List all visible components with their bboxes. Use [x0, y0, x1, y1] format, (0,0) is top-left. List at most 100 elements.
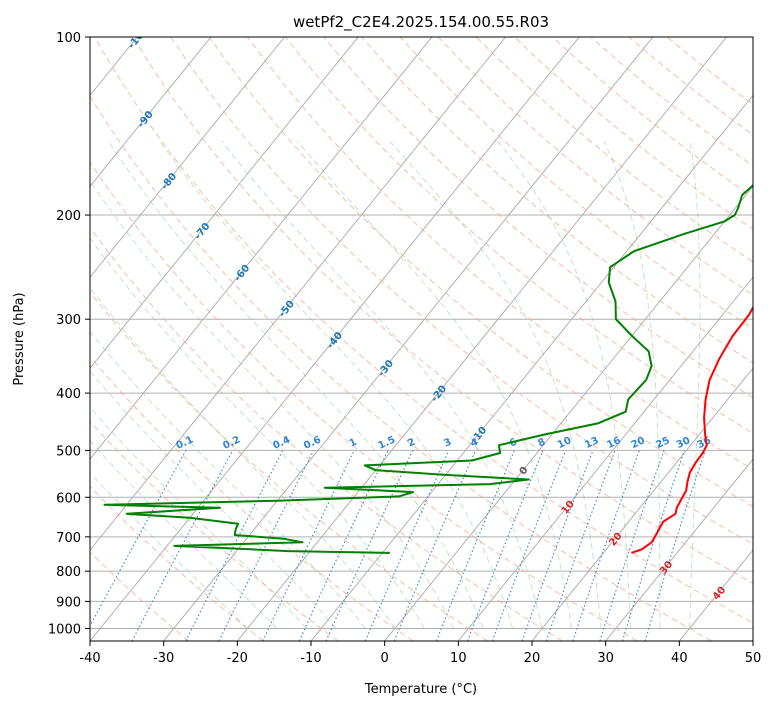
mixing-ratio-line: [131, 450, 234, 641]
isotherm-line: [90, 37, 359, 369]
mixing-ratio-label: 8: [536, 437, 547, 450]
mixing-ratio-line: [599, 450, 665, 641]
mixing-ratio-line: [393, 450, 477, 641]
dry-adiabat: [90, 291, 488, 641]
mixing-ratio-line: [545, 450, 616, 641]
mixing-ratio-label: 30: [675, 435, 692, 451]
plot-frame: [89, 36, 754, 642]
isotherm-line: [90, 37, 212, 187]
x-tick-label: 50: [745, 651, 762, 666]
isotherm-line: [384, 185, 753, 641]
y-tick-label: 500: [56, 444, 81, 459]
dry-adiabat: [90, 226, 563, 641]
moist-adiabat: [90, 237, 425, 629]
y-tick-label: 800: [56, 565, 81, 580]
moist-adiabat: [90, 330, 366, 629]
dry-adiabat: [170, 37, 753, 546]
dry-adiabat: [132, 37, 753, 584]
isotherm-line: [236, 37, 727, 641]
mixing-ratio-label: 13: [583, 435, 600, 451]
dry-adiabats: [90, 37, 753, 641]
mixing-ratio-lines: [90, 450, 706, 641]
dry-adiabat: [399, 37, 753, 330]
moist-adiabat: [389, 140, 602, 629]
chart-title: wetPf2_C2E4.2025.154.00.55.R03: [293, 13, 549, 32]
mixing-ratio-line: [218, 450, 315, 641]
x-axis-ticks: -40 -30 -20 -10 0 10 20 30 40 50: [79, 641, 761, 666]
mixing-ratio-line: [435, 450, 515, 641]
y-tick-label: 1000: [48, 622, 81, 637]
x-tick-label: -10: [300, 651, 321, 666]
dry-adiabat: [208, 37, 753, 508]
isotherm-line: [90, 37, 433, 460]
mixing-ratio-label: 1: [348, 437, 359, 450]
mixing-ratio-label: 3: [442, 437, 453, 450]
mixing-ratio-label: 16: [605, 435, 622, 451]
dry-adiabat: [437, 37, 753, 296]
dry-adiabat: [90, 551, 190, 641]
skewed-isotherms: [90, 37, 753, 641]
x-tick-label: -30: [153, 651, 174, 666]
dry-adiabat: [90, 355, 414, 641]
dry-adiabat: [90, 161, 638, 641]
temperature-profile-line: [631, 305, 753, 554]
isotherm-line: [90, 37, 580, 641]
mixing-ratio-label: 2: [406, 437, 417, 450]
isotherm-line: [531, 367, 753, 641]
y-tick-label: 700: [56, 531, 81, 546]
mixing-ratio-line: [621, 450, 686, 641]
y-tick-label: 200: [56, 209, 81, 224]
y-axis-ticks: 100 200 300 400 500 600 700 800 900 1000: [48, 31, 90, 637]
dry-adiabat: [90, 95, 712, 641]
y-axis-label: Pressure (hPa): [12, 292, 27, 385]
moist-adiabat: [603, 140, 661, 629]
moist-adiabat: [90, 472, 248, 629]
dry-adiabat: [90, 420, 339, 641]
mixing-ratio-line: [364, 450, 450, 641]
mixing-ratio-line: [90, 450, 187, 627]
x-tick-label: -20: [227, 651, 248, 666]
isotherm-line: [163, 37, 654, 641]
isotherm-line: [90, 37, 506, 551]
moist-adiabat: [689, 141, 701, 629]
x-tick-label: 20: [524, 651, 541, 666]
mixing-ratio-line: [644, 450, 706, 641]
mixing-ratio-line: [466, 450, 544, 641]
mixing-ratio-label: 10: [556, 435, 573, 451]
isotherm-line: [605, 458, 753, 641]
mixing-ratio-label: 20: [630, 435, 647, 451]
mixing-ratio-label: 25: [654, 435, 671, 451]
x-tick-label: 0: [381, 651, 389, 666]
mixing-ratio-line: [521, 450, 594, 641]
moist-adiabat: [497, 140, 632, 629]
dewpoint-profile-line: [103, 184, 753, 554]
moist-adiabat: [90, 406, 307, 629]
y-tick-label: 100: [56, 31, 81, 46]
mixing-ratio-line: [185, 450, 284, 641]
mixing-ratio-line: [491, 450, 567, 641]
mixing-ratio-line: [572, 450, 640, 641]
dry-adiabat: [247, 37, 753, 471]
y-tick-label: 300: [56, 313, 81, 328]
y-tick-label: 600: [56, 491, 81, 506]
moist-adiabat: [159, 140, 514, 629]
moist-adiabat: [90, 440, 278, 629]
x-axis-label: Temperature (°C): [364, 682, 477, 697]
isotherm-line: [90, 37, 285, 278]
mixing-ratio-label: 6: [508, 437, 519, 450]
isotherm-line: [457, 276, 753, 641]
mixing-ratio-line: [325, 450, 414, 641]
y-tick-label: 900: [56, 595, 81, 610]
mixing-ratio-label: 36: [696, 435, 713, 451]
moist-adiabat: [90, 370, 337, 629]
moist-adiabat: [221, 140, 543, 629]
pressure-grid: [90, 37, 753, 629]
x-tick-label: 10: [450, 651, 467, 666]
x-tick-label: -40: [79, 651, 100, 666]
y-tick-label: 400: [56, 387, 81, 402]
mixing-ratio-label: 4: [469, 437, 480, 450]
x-tick-label: 40: [671, 651, 688, 666]
moist-adiabat: [296, 140, 573, 629]
